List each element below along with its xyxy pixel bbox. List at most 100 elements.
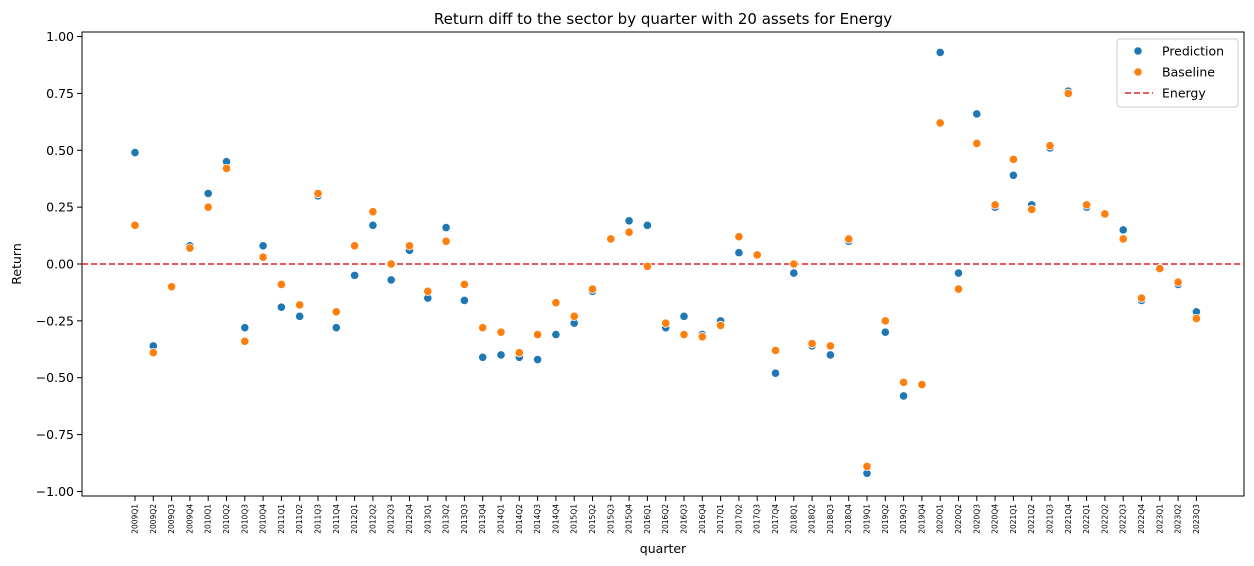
point-prediction-2011Q2	[295, 311, 305, 321]
y-tick-label: −1.00	[36, 484, 74, 499]
x-tick-label: 2015Q4	[625, 504, 634, 534]
point-baseline-2020Q3	[972, 138, 982, 149]
y-tick-label: 0.25	[46, 200, 74, 215]
point-baseline-2011Q2	[295, 300, 305, 310]
x-tick-label: 2010Q2	[222, 504, 231, 534]
x-tick-label: 2017Q1	[716, 504, 725, 534]
x-tick-label: 2023Q1	[1155, 504, 1164, 534]
point-baseline-2010Q2	[221, 163, 232, 174]
point-baseline-2021Q4	[1063, 88, 1073, 99]
point-baseline-2021Q2	[1027, 204, 1037, 215]
point-baseline-2020Q4	[990, 200, 1000, 210]
point-prediction-2014Q1	[496, 350, 506, 360]
x-tick-label: 2017Q4	[771, 504, 780, 534]
y-tick-label: 0.00	[46, 257, 74, 272]
x-tick-label: 2012Q2	[368, 504, 377, 534]
point-baseline-2012Q3	[386, 259, 396, 269]
x-tick-label: 2016Q3	[680, 504, 689, 534]
point-baseline-2023Q1	[1155, 263, 1165, 274]
x-tick-label: 2021Q4	[1064, 504, 1073, 534]
point-prediction-2012Q3	[386, 275, 396, 285]
legend-box	[1116, 38, 1239, 108]
point-baseline-2020Q1	[935, 118, 945, 128]
y-tick-label: 0.50	[46, 143, 74, 158]
point-baseline-2017Q1	[715, 320, 726, 331]
point-baseline-2018Q1	[789, 259, 799, 269]
point-prediction-2010Q3	[240, 323, 250, 333]
x-tick-label: 2010Q3	[240, 504, 249, 534]
point-baseline-2013Q3	[459, 279, 469, 290]
y-axis-label: Return	[9, 243, 24, 284]
point-baseline-2014Q4	[551, 298, 561, 308]
point-baseline-2016Q4	[697, 332, 707, 342]
point-baseline-2010Q4	[258, 252, 268, 262]
x-tick-label: 2014Q4	[551, 504, 560, 534]
x-tick-label: 2009Q1	[131, 504, 140, 534]
x-tick-label: 2019Q2	[881, 504, 890, 534]
point-baseline-2012Q1	[349, 241, 360, 251]
x-tick-label: 2012Q4	[405, 504, 414, 534]
point-baseline-2010Q3	[240, 336, 250, 346]
x-tick-label: 2016Q4	[698, 504, 707, 534]
x-tick-label: 2015Q2	[588, 504, 597, 534]
point-prediction-2014Q4	[551, 329, 561, 340]
x-tick-label: 2020Q4	[991, 504, 1000, 534]
x-tick-label: 2020Q2	[954, 504, 963, 534]
point-baseline-2017Q3	[752, 250, 762, 260]
point-prediction-2016Q3	[679, 311, 689, 321]
x-tick-label: 2022Q4	[1137, 504, 1146, 534]
point-baseline-2015Q4	[624, 227, 634, 237]
point-baseline-2023Q3	[1191, 313, 1202, 324]
point-prediction-2020Q3	[972, 109, 982, 119]
point-prediction-2020Q2	[953, 268, 964, 278]
point-baseline-2011Q3	[313, 188, 323, 199]
x-tick-label: 2015Q1	[570, 504, 579, 534]
point-prediction-2013Q3	[459, 295, 469, 305]
point-baseline-2018Q4	[844, 234, 854, 244]
point-baseline-2022Q4	[1136, 293, 1147, 303]
legend-label-baseline: Baseline	[1162, 65, 1215, 80]
x-tick-label: 2022Q1	[1082, 504, 1091, 534]
x-tick-label: 2014Q2	[515, 504, 524, 534]
point-baseline-2014Q3	[532, 329, 543, 340]
x-tick-label: 2022Q3	[1119, 504, 1128, 534]
point-prediction-2017Q4	[770, 368, 781, 378]
x-tick-label: 2018Q3	[826, 504, 835, 534]
point-baseline-2018Q3	[825, 341, 836, 351]
point-prediction-2014Q3	[532, 354, 543, 365]
point-prediction-2011Q4	[331, 323, 341, 333]
point-baseline-2013Q4	[478, 323, 488, 333]
y-tick-label: −0.50	[36, 370, 74, 385]
y-tick-label: −0.75	[36, 427, 74, 442]
x-tick-label: 2013Q4	[478, 504, 487, 534]
x-tick-label: 2011Q3	[314, 504, 323, 534]
point-prediction-2009Q1	[130, 147, 140, 158]
x-tick-label: 2009Q4	[185, 504, 194, 534]
point-prediction-2018Q3	[825, 350, 836, 360]
x-tick-label: 2013Q3	[460, 504, 469, 534]
x-tick-label: 2021Q3	[1046, 504, 1055, 534]
y-tick-label: −0.25	[36, 313, 74, 328]
x-tick-label: 2018Q1	[789, 504, 798, 534]
point-baseline-2011Q1	[276, 279, 286, 290]
x-axis: 2009Q1 2009Q2 2009Q3 2009Q4 2010Q1 2010Q2 2010…	[131, 496, 1201, 534]
point-baseline-2013Q1	[423, 286, 433, 296]
point-prediction-2015Q4	[624, 216, 634, 226]
point-prediction-2010Q1	[203, 188, 213, 199]
point-baseline-2017Q2	[734, 232, 744, 242]
point-prediction-2020Q1	[935, 47, 945, 58]
point-baseline-2009Q1	[130, 220, 140, 230]
x-tick-label: 2016Q2	[661, 504, 670, 534]
x-tick-label: 2014Q3	[533, 504, 542, 534]
legend: Prediction Baseline Energy	[1116, 38, 1239, 108]
x-tick-label: 2023Q3	[1192, 504, 1201, 534]
point-baseline-2009Q2	[148, 348, 158, 358]
point-baseline-2022Q2	[1100, 209, 1110, 219]
point-baseline-2019Q3	[898, 377, 909, 387]
point-baseline-2014Q1	[496, 327, 506, 337]
x-tick-label: 2016Q1	[643, 504, 652, 534]
point-baseline-2018Q2	[807, 339, 817, 349]
point-prediction-2019Q3	[898, 391, 909, 401]
point-baseline-2009Q4	[185, 243, 195, 253]
point-prediction-2013Q2	[441, 223, 451, 233]
